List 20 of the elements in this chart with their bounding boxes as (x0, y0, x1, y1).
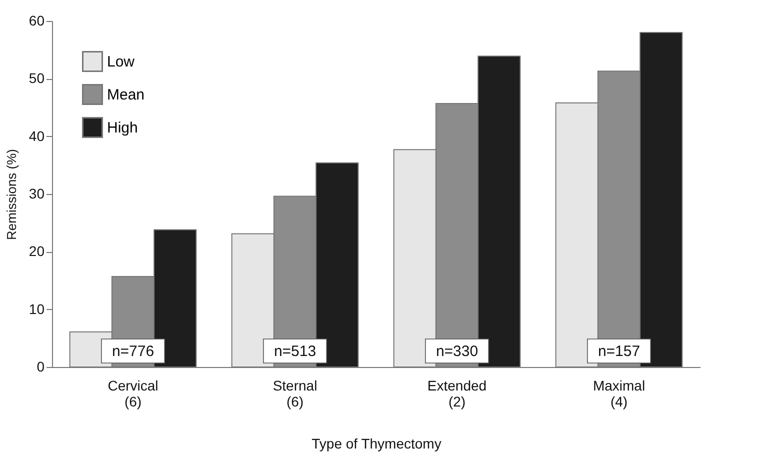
y-tick-label: 40 (28, 128, 45, 144)
y-tick-label: 60 (28, 12, 45, 28)
y-tick-label: 20 (28, 243, 45, 260)
x-tick-label: Maximal (4) (592, 378, 646, 410)
x-tick-label: Sternal (6) (272, 378, 318, 410)
annotation: n=776 (112, 343, 154, 360)
y-tick-label: 10 (28, 300, 45, 317)
annotation: n=513 (274, 343, 316, 360)
annotation: n=157 (598, 343, 640, 360)
annotation: n=330 (436, 343, 478, 360)
y-axis-title: Remissions (%) (4, 148, 19, 240)
x-tick-label: Cervical (6) (108, 378, 158, 410)
x-tick-label: Extended (2) (427, 378, 487, 410)
y-tick-label: 0 (36, 358, 45, 374)
legend-label: Low (107, 54, 135, 70)
x-axis-title: Type of Thymectomy (312, 436, 442, 452)
legend-label: Mean (107, 86, 145, 104)
legend-label: High (107, 120, 138, 136)
y-tick-label: 30 (28, 186, 45, 202)
y-tick-label: 50 (28, 70, 45, 86)
